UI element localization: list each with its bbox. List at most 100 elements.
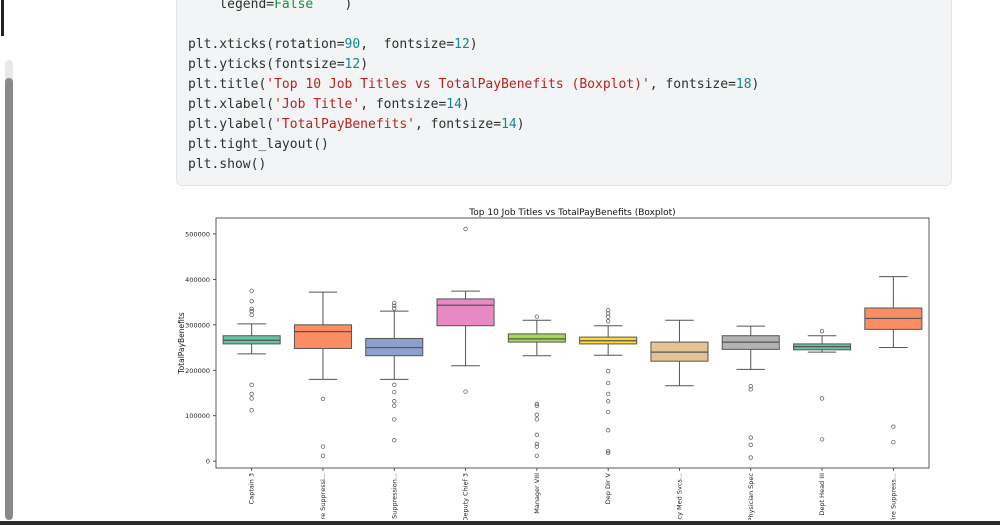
outlier-point <box>392 382 397 387</box>
box-2 <box>293 291 352 458</box>
x-tick-label: Dep Dir V <box>604 472 612 504</box>
code-token: 'TotalPayBenefits' <box>274 117 415 132</box>
outlier-point <box>606 409 611 415</box>
box-9 <box>793 329 852 442</box>
x-tick-label: ...f, Fire Suppress... <box>889 473 897 520</box>
box-5 <box>507 314 566 458</box>
outlier-point <box>748 442 753 447</box>
y-tick-label: 500000 <box>185 230 210 238</box>
box-4 <box>436 226 495 394</box>
code-token: plt.tight_layout() <box>188 137 329 152</box>
outlier-point <box>819 329 825 334</box>
code-line: plt.xticks(rotation=90, fontsize=12) <box>188 35 478 55</box>
code-token: plt.show() <box>188 157 267 172</box>
outlier-point <box>891 439 896 445</box>
cell-marker <box>1 0 4 36</box>
code-token: 90 <box>344 37 361 52</box>
outlier-point <box>819 396 825 401</box>
scrollbar-thumb[interactable] <box>5 78 13 520</box>
x-tick-label: ...ire Suppression... <box>390 473 398 520</box>
code-token: 12 <box>454 37 470 52</box>
outlier-point <box>606 399 611 404</box>
x-tick-label: ...gency Med Svcs... <box>675 473 683 520</box>
code-token: plt.yticks(fontsize= <box>188 57 345 72</box>
outlier-point <box>606 428 611 433</box>
outlier-point <box>606 369 611 374</box>
code-token: 18 <box>735 77 752 92</box>
outlier-point <box>748 435 753 440</box>
box-6 <box>579 308 638 456</box>
code-token: , fontsize= <box>360 97 447 112</box>
outlier-point <box>249 396 254 401</box>
code-line: plt.tight_layout() <box>188 135 329 155</box>
x-tick-label: Physician Spec <box>747 473 755 520</box>
code-line: plt.ylabel('TotalPayBenefits', fontsize=… <box>188 115 525 135</box>
outlier-point <box>249 299 254 304</box>
y-tick-label: 100000 <box>185 412 210 420</box>
y-tick-label: 300000 <box>185 321 210 329</box>
x-tick-label: Deputy Chief 3 <box>462 473 470 520</box>
code-token: 'Top 10 Job Titles vs TotalPayBenefits (… <box>266 77 650 92</box>
box-iqr <box>507 333 566 343</box>
code-token: legend= <box>188 0 275 12</box>
outlier-point <box>249 382 254 387</box>
outlier-point <box>320 396 326 402</box>
code-token: 14 <box>501 117 517 132</box>
outlier-point <box>891 424 896 429</box>
x-tick-label: ..., Fire Suppressi... <box>319 473 327 520</box>
outlier-point <box>249 408 254 413</box>
code-token: , fontsize= <box>414 117 502 132</box>
outlier-point <box>606 311 611 316</box>
outlier-point <box>249 288 254 293</box>
outlier-point <box>534 401 540 407</box>
x-tick-label: Manager VIII <box>533 473 541 514</box>
outlier-point <box>392 389 397 395</box>
y-tick-label: 0 <box>206 458 210 466</box>
outlier-point <box>606 380 611 386</box>
code-token: ) <box>751 77 760 92</box>
code-line: plt.title('Top 10 Job Titles vs TotalPay… <box>188 75 759 95</box>
code-token: 'Job Title' <box>274 97 361 112</box>
code-token: , fontsize= <box>649 77 736 92</box>
code-token: ) <box>469 37 478 52</box>
outlier-point <box>606 450 611 456</box>
box-1 <box>222 288 281 413</box>
code-token: , fontsize= <box>360 37 455 52</box>
x-tick-label: Dept Head III <box>818 473 826 516</box>
outlier-point <box>463 389 468 394</box>
bottom-bar <box>0 521 1000 525</box>
outlier-point <box>249 312 254 317</box>
y-tick-label: 400000 <box>185 276 210 284</box>
code-token: 14 <box>446 97 462 112</box>
code-token: ) <box>461 97 470 112</box>
code-token: plt.xticks(rotation= <box>188 37 345 52</box>
outlier-point <box>392 300 397 306</box>
outlier-point <box>320 453 326 458</box>
outlier-point <box>392 303 397 308</box>
y-tick-label: 200000 <box>185 367 210 375</box>
outlier-point <box>748 455 753 460</box>
boxes-group <box>222 226 923 460</box>
box-iqr <box>293 324 352 349</box>
outlier-point <box>819 437 825 442</box>
code-token: ) <box>360 57 369 72</box>
code-cell[interactable] <box>176 0 952 186</box>
y-axis-label: TotalPayBenefits <box>177 312 186 375</box>
code-line: plt.xlabel('Job Title', fontsize=14) <box>188 95 470 115</box>
outlier-point <box>249 306 254 312</box>
outlier-point <box>534 444 540 449</box>
outlier-point <box>463 226 468 232</box>
code-token: False <box>274 0 314 12</box>
outlier-point <box>748 387 753 392</box>
x-tick-label: Captain 3 <box>248 473 256 504</box>
outlier-point <box>606 449 611 454</box>
outlier-point <box>392 403 397 408</box>
box-iqr <box>436 298 495 327</box>
code-line: plt.show() <box>188 155 266 175</box>
code-token: plt.xlabel( <box>188 97 275 112</box>
x-axis: Captain 3 ..., Fire Suppressi... ...ire Su… <box>248 468 897 525</box>
outlier-point <box>392 399 397 404</box>
box-3 <box>365 300 424 443</box>
outlier-point <box>606 319 611 324</box>
outlier-point <box>748 384 753 389</box>
